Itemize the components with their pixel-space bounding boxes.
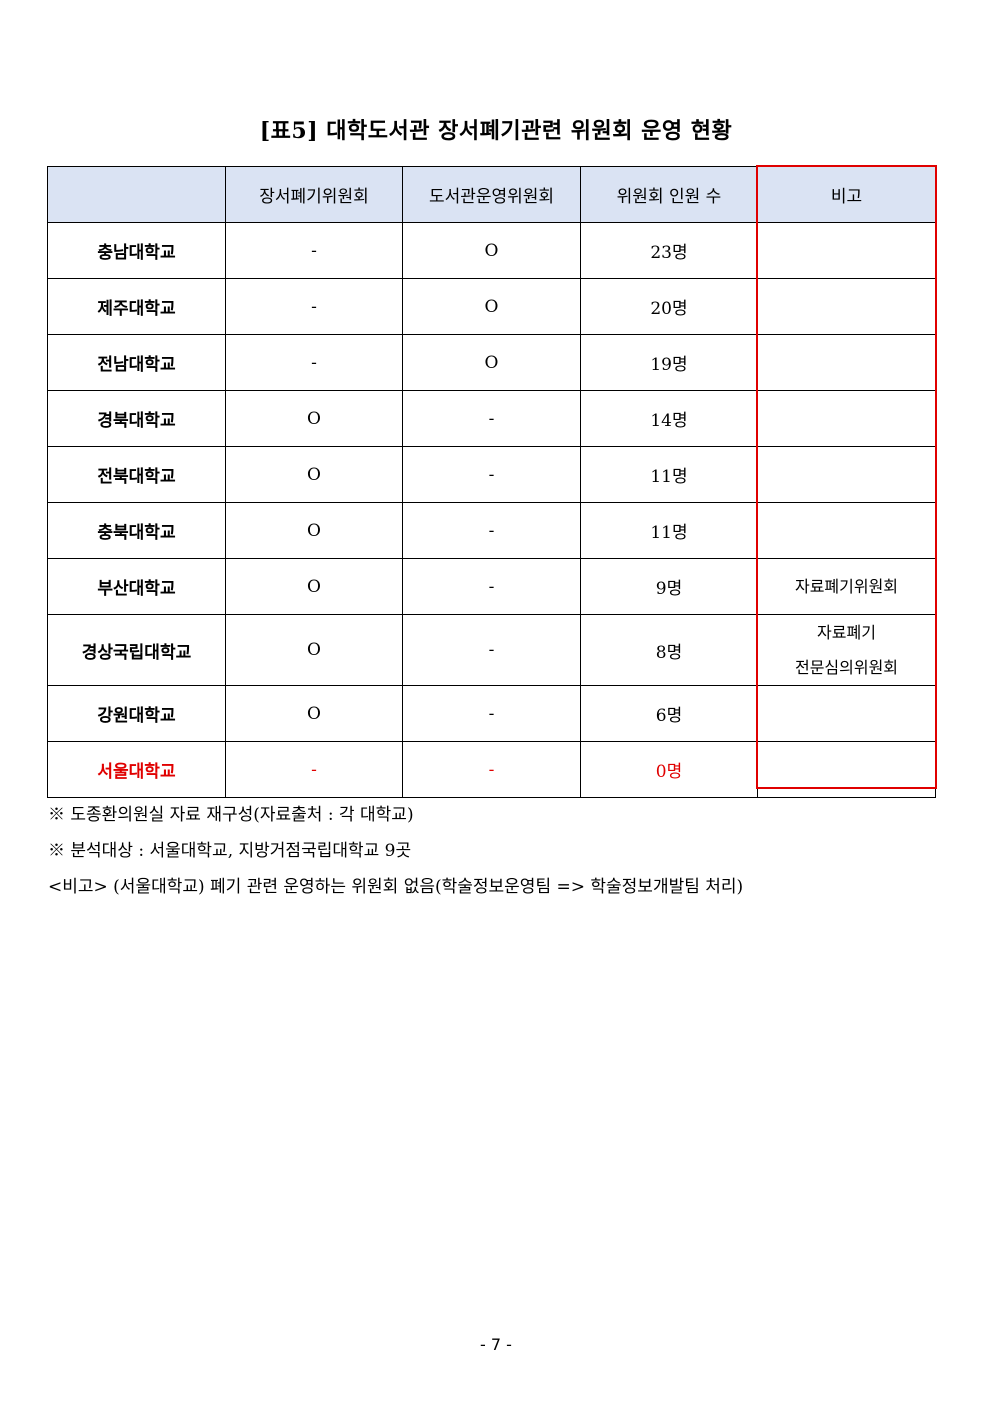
table-row: 제주대학교 - O 20명 bbox=[47, 278, 936, 335]
remark-cell: 자료폐기위원회 bbox=[757, 558, 936, 615]
member-count-cell: 23명 bbox=[580, 222, 758, 279]
disposal-committee-cell: O bbox=[225, 390, 403, 447]
member-count-cell: 19명 bbox=[580, 334, 758, 391]
university-cell: 전북대학교 bbox=[47, 446, 226, 503]
remark-cell bbox=[757, 685, 936, 742]
disposal-committee-cell: O bbox=[225, 446, 403, 503]
table-row: 충남대학교 - O 23명 bbox=[47, 222, 936, 279]
library-committee-cell: O bbox=[402, 334, 581, 391]
member-count-cell: 11명 bbox=[580, 502, 758, 559]
table-row: 전남대학교 - O 19명 bbox=[47, 334, 936, 391]
library-committee-cell: - bbox=[402, 741, 581, 798]
remark-cell bbox=[757, 390, 936, 447]
member-count-cell: 9명 bbox=[580, 558, 758, 615]
member-count-cell: 6명 bbox=[580, 685, 758, 742]
header-cell: 도서관운영위원회 bbox=[402, 166, 581, 223]
university-cell: 서울대학교 bbox=[47, 741, 226, 798]
library-committee-cell: - bbox=[402, 614, 581, 686]
table-row: 서울대학교 - -0명 bbox=[47, 741, 936, 798]
disposal-committee-cell: - bbox=[225, 334, 403, 391]
header-cell: 비고 bbox=[757, 166, 936, 223]
remark-note: <비고> (서울대학교) 폐기 관련 운영하는 위원회 없음(학술정보운영팀 =… bbox=[48, 877, 744, 897]
page-number: - 7 - bbox=[480, 1335, 512, 1354]
table-row: 부산대학교 O -9명 자료폐기위원회 bbox=[47, 558, 936, 615]
library-committee-cell: - bbox=[402, 558, 581, 615]
library-committee-cell: - bbox=[402, 502, 581, 559]
university-cell: 경상국립대학교 bbox=[47, 614, 226, 686]
university-cell: 충남대학교 bbox=[47, 222, 226, 279]
disposal-committee-cell: O bbox=[225, 502, 403, 559]
disposal-committee-cell: O bbox=[225, 558, 403, 615]
remark-cell bbox=[757, 741, 936, 798]
university-cell: 제주대학교 bbox=[47, 278, 226, 335]
disposal-committee-cell: O bbox=[225, 614, 403, 686]
remark-text: 전문심의위원회 bbox=[794, 658, 899, 677]
library-committee-cell: - bbox=[402, 390, 581, 447]
table-row: 전북대학교 O -11명 bbox=[47, 446, 936, 503]
remark-cell bbox=[757, 278, 936, 335]
remark-text: 자료폐기위원회 bbox=[794, 577, 899, 596]
source-note: ※ 도종환의원실 자료 재구성(자료출처 : 각 대학교) bbox=[48, 805, 414, 825]
table-title: [표5] 대학도서관 장서폐기관련 위원회 운영 현황 bbox=[259, 118, 733, 144]
table-row: 경북대학교 O -14명 bbox=[47, 390, 936, 447]
library-committee-cell: - bbox=[402, 685, 581, 742]
member-count-cell: 0명 bbox=[580, 741, 758, 798]
remark-cell bbox=[757, 502, 936, 559]
university-cell: 전남대학교 bbox=[47, 334, 226, 391]
member-count-cell: 11명 bbox=[580, 446, 758, 503]
disposal-committee-cell: - bbox=[225, 222, 403, 279]
disposal-committee-cell: - bbox=[225, 278, 403, 335]
university-cell: 강원대학교 bbox=[47, 685, 226, 742]
committee-table: 장서폐기위원회 도서관운영위원회 위원회 인원 수 비고 충남대학교 - O 23명 제… bbox=[47, 166, 936, 798]
member-count-cell: 8명 bbox=[580, 614, 758, 686]
university-cell: 경북대학교 bbox=[47, 390, 226, 447]
remark-text: 자료폐기 bbox=[817, 623, 876, 642]
library-committee-cell: O bbox=[402, 278, 581, 335]
disposal-committee-cell: - bbox=[225, 741, 403, 798]
university-cell: 부산대학교 bbox=[47, 558, 226, 615]
table-row: 충북대학교 O -11명 bbox=[47, 502, 936, 559]
library-committee-cell: O bbox=[402, 222, 581, 279]
university-cell: 충북대학교 bbox=[47, 502, 226, 559]
member-count-cell: 20명 bbox=[580, 278, 758, 335]
member-count-cell: 14명 bbox=[580, 390, 758, 447]
remark-cell bbox=[757, 446, 936, 503]
disposal-committee-cell: O bbox=[225, 685, 403, 742]
remark-cell bbox=[757, 334, 936, 391]
library-committee-cell: - bbox=[402, 446, 581, 503]
table-row: 강원대학교 O -6명 bbox=[47, 685, 936, 742]
scope-note: ※ 분석대상 : 서울대학교, 지방거점국립대학교 9곳 bbox=[48, 841, 412, 861]
remark-cell bbox=[757, 222, 936, 279]
table-row: 경상국립대학교 O -8명 자료폐기 전문심의위원회 bbox=[47, 614, 936, 686]
header-cell bbox=[47, 166, 226, 223]
header-cell: 위원회 인원 수 bbox=[580, 166, 758, 223]
header-row: 장서폐기위원회 도서관운영위원회 위원회 인원 수 비고 bbox=[47, 166, 936, 223]
header-cell: 장서폐기위원회 bbox=[225, 166, 403, 223]
